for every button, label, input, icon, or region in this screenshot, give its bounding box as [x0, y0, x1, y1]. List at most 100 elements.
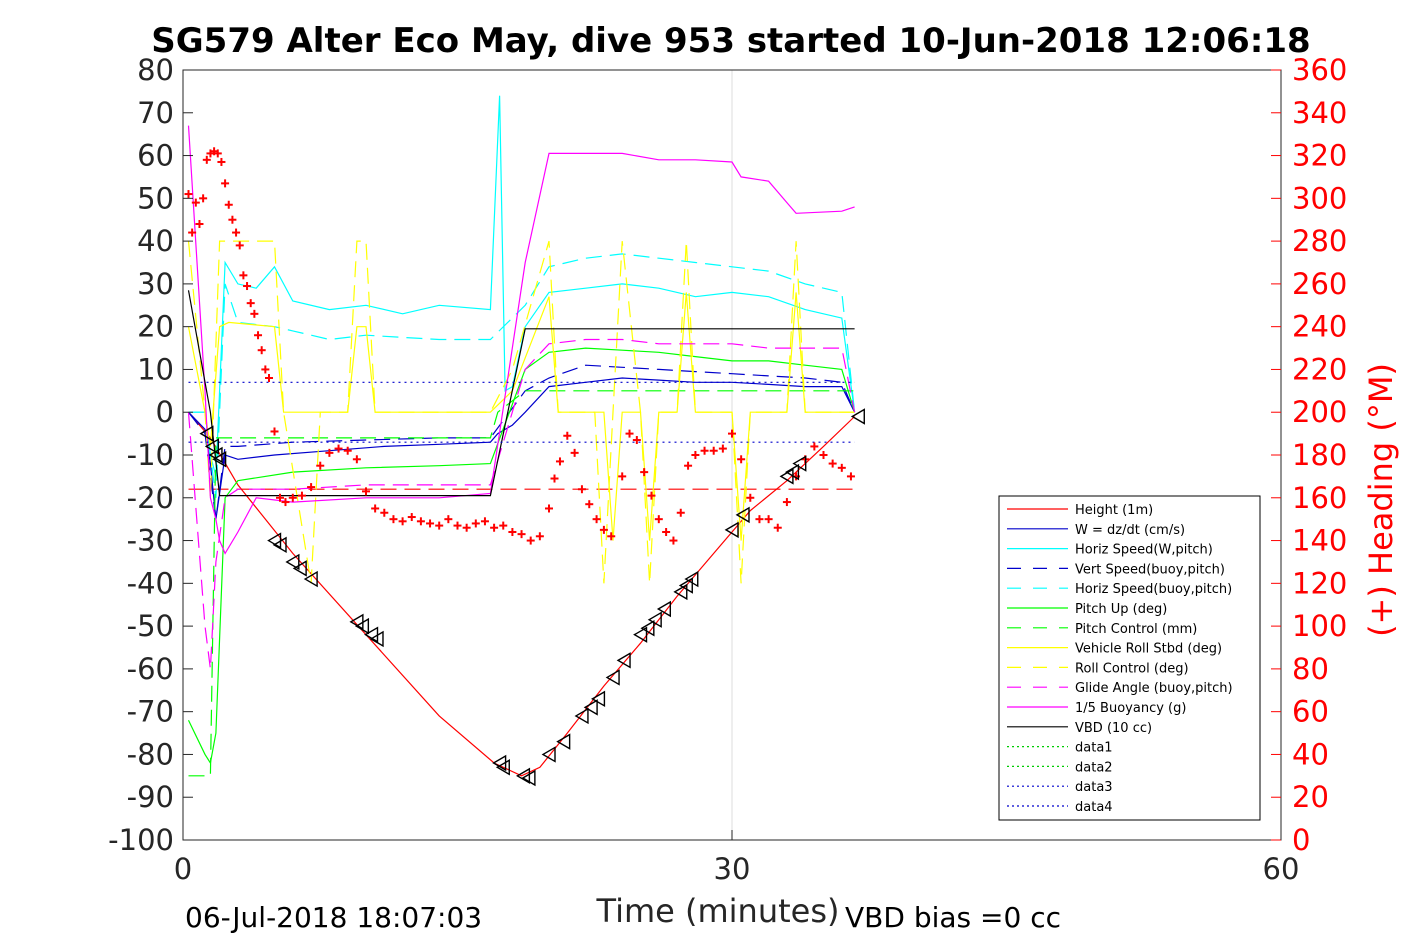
heading-point [592, 515, 601, 524]
heading-point [684, 461, 693, 470]
heading-series [184, 147, 855, 545]
heading-point [508, 528, 517, 536]
heading-point [270, 427, 279, 436]
y-right-tick-label-4: 280 [1292, 224, 1347, 258]
heading-point [362, 487, 370, 496]
x-axis-label: Time (minutes) [596, 892, 840, 930]
heading-point [261, 365, 270, 374]
series-line-0 [188, 411, 856, 777]
heading-point [352, 455, 361, 464]
series-line-11 [187, 290, 855, 497]
heading-point [246, 299, 255, 308]
y-tick-label-14: -60 [127, 652, 174, 686]
y-right-tick-label-7: 220 [1292, 352, 1347, 386]
heading-point [517, 530, 526, 539]
y-tick-label-13: -50 [127, 609, 174, 643]
marker-point [303, 570, 318, 588]
heading-point [416, 517, 425, 526]
heading-point [316, 461, 325, 470]
heading-point [265, 374, 274, 382]
legend-label-1: W = dz/dt (cm/s) [1075, 523, 1185, 538]
y-tick-label-17: -90 [127, 780, 174, 814]
y-tick-label-6: 20 [137, 310, 174, 344]
legend-label-7: Vehicle Roll Stbd (deg) [1075, 642, 1222, 657]
heading-point [199, 194, 208, 203]
y-right-tick-label-16: 40 [1292, 737, 1329, 771]
heading-point [828, 459, 837, 468]
heading-point [224, 200, 233, 209]
heading-point [737, 455, 746, 464]
marker-point [521, 769, 536, 787]
heading-point [810, 442, 819, 451]
legend-label-14: data3 [1075, 780, 1113, 795]
chart-title: SG579 Alter Eco May, dive 953 started 10… [151, 21, 1310, 61]
heading-point [819, 451, 828, 459]
heading-point [453, 521, 462, 530]
marker-point [640, 620, 655, 637]
marker-point [684, 570, 699, 588]
y-tick-label-2: 60 [137, 139, 174, 173]
y-tick-label-8: 0 [156, 395, 174, 429]
heading-point [325, 448, 334, 457]
y-tick-label-9: -10 [127, 438, 174, 472]
y-tick-label-3: 50 [137, 181, 174, 215]
heading-point [188, 228, 197, 237]
series-line-6 [188, 390, 855, 777]
marker-point [369, 630, 384, 648]
series-line-10 [187, 125, 855, 555]
x-tick-label-2: 60 [1263, 852, 1300, 886]
marker-point [735, 506, 750, 524]
heading-point [718, 444, 727, 453]
heading-point [499, 521, 508, 530]
heading-point [288, 493, 297, 502]
heading-point [243, 282, 252, 291]
marker-point [616, 652, 631, 669]
heading-point [490, 523, 499, 532]
heading-point [221, 179, 230, 188]
heading-point [202, 155, 211, 164]
heading-point [426, 519, 435, 528]
y-right-tick-label-11: 140 [1292, 524, 1347, 558]
heading-point [618, 472, 627, 481]
series-line-7 [187, 292, 855, 541]
marker-point [285, 553, 300, 571]
heading-point [625, 429, 634, 438]
legend-label-8: Roll Control (deg) [1075, 661, 1189, 676]
heading-point [275, 493, 284, 502]
legend-label-3: Vert Speed(buoy,pitch) [1075, 562, 1225, 577]
heading-point [676, 508, 685, 517]
heading-point [535, 532, 544, 541]
legend-label-2: Horiz Speed(W,pitch) [1075, 543, 1213, 558]
heading-point [599, 525, 608, 534]
heading-point [709, 446, 718, 455]
heading-point [380, 508, 389, 517]
heading-point [837, 463, 846, 472]
marker-point [495, 759, 510, 776]
y-right-tick-label-6: 240 [1292, 310, 1347, 344]
x-tick-label-1: 30 [714, 852, 751, 886]
y-tick-label-10: -20 [127, 481, 174, 515]
y-tick-label-16: -80 [127, 737, 174, 771]
heading-point [239, 271, 248, 280]
heading-point [570, 448, 579, 457]
series-line-2 [188, 95, 856, 477]
y-right-tick-label-15: 60 [1292, 695, 1329, 729]
heading-point [232, 228, 241, 237]
heading-point [471, 519, 480, 528]
marker-point [515, 767, 531, 785]
heading-point [773, 523, 782, 532]
heading-point [654, 515, 663, 524]
footer-timestamp: 06-Jul-2018 18:07:03 [185, 901, 482, 934]
marker-point [605, 669, 620, 686]
marker-point [724, 521, 739, 539]
marker-point [633, 626, 648, 643]
heading-point [257, 346, 266, 355]
heading-point [746, 493, 755, 502]
marker-series [199, 408, 865, 787]
y-tick-label-12: -40 [127, 566, 174, 600]
legend-label-5: Pitch Up (deg) [1075, 602, 1167, 617]
heading-point [398, 517, 407, 526]
heading-point [254, 331, 263, 340]
heading-point [307, 483, 316, 492]
